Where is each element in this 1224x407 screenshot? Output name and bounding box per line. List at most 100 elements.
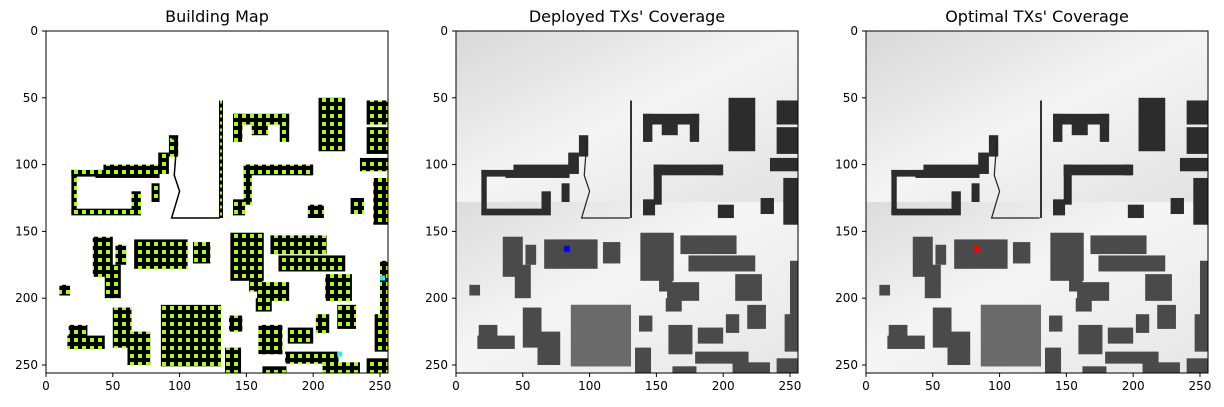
building [243, 164, 252, 205]
building [522, 307, 542, 348]
building [561, 183, 570, 202]
building [697, 327, 724, 344]
y-tick-label: 150 [15, 224, 38, 238]
building [784, 314, 798, 352]
building [279, 113, 290, 142]
building [541, 191, 551, 216]
building [653, 164, 662, 205]
building [243, 164, 314, 176]
building [318, 97, 346, 152]
building [71, 208, 132, 216]
building [653, 164, 724, 176]
building [760, 197, 774, 215]
building [915, 169, 924, 178]
building [270, 235, 327, 255]
building [127, 331, 151, 365]
building [160, 304, 222, 367]
building [891, 169, 897, 215]
building [359, 157, 388, 172]
x-tick-label: 50 [515, 379, 530, 393]
y-tick-label: 100 [15, 158, 38, 172]
building [112, 307, 132, 348]
building [262, 366, 287, 373]
building [643, 113, 700, 125]
building [278, 255, 346, 272]
building [307, 204, 324, 219]
x-tick-label: 100 [988, 379, 1011, 393]
building [568, 152, 579, 174]
building [104, 264, 121, 299]
building [366, 127, 388, 154]
building [643, 199, 656, 216]
building [350, 197, 364, 215]
building [947, 331, 971, 365]
building [932, 307, 952, 348]
building [769, 157, 798, 172]
building [131, 191, 141, 216]
building [251, 124, 268, 136]
x-tick-label: 100 [578, 379, 601, 393]
building [225, 347, 242, 373]
y-tick-label: 0 [440, 24, 448, 38]
building [667, 282, 700, 301]
x-tick-label: 0 [42, 379, 50, 393]
panel-1: 0 50 100 150 200 250 0 50 100 150 200 250 Building M… [15, 7, 391, 393]
building [570, 304, 632, 367]
building [1053, 199, 1066, 216]
building [158, 152, 169, 174]
building [1071, 124, 1088, 136]
building [717, 204, 734, 219]
building [602, 242, 621, 264]
building [337, 304, 356, 329]
building [1170, 197, 1184, 215]
marker-alt [337, 351, 343, 357]
building [1142, 362, 1180, 373]
building [481, 208, 542, 216]
tx-marker [973, 245, 980, 252]
building [783, 177, 798, 225]
y-tick-label: 150 [835, 224, 858, 238]
building [923, 164, 980, 178]
building [134, 239, 188, 269]
panel-image [46, 31, 388, 373]
building [639, 315, 653, 332]
x-tick-label: 250 [779, 379, 802, 393]
building [1098, 255, 1166, 272]
building [728, 97, 756, 152]
building [285, 351, 339, 364]
building [1049, 315, 1063, 332]
building [287, 327, 314, 344]
building [1138, 97, 1166, 152]
building [481, 169, 487, 215]
x-tick-label: 50 [105, 379, 120, 393]
x-tick-label: 200 [712, 379, 735, 393]
y-tick-label: 100 [835, 158, 858, 172]
building [1105, 351, 1159, 364]
building [229, 315, 243, 332]
building [233, 113, 243, 142]
x-tick-label: 200 [302, 379, 325, 393]
building [373, 177, 388, 225]
y-tick-label: 200 [15, 291, 38, 305]
panel-2: 0 50 100 150 200 250 0 50 100 150 200 250 Deployed T… [425, 7, 801, 393]
building [1135, 314, 1150, 333]
building [668, 324, 693, 355]
building [95, 169, 104, 178]
building [374, 314, 388, 352]
building [233, 113, 290, 125]
building [789, 260, 798, 328]
building [924, 264, 941, 299]
building [1078, 324, 1103, 355]
building-outline [580, 137, 630, 219]
building [481, 169, 526, 177]
building [67, 335, 105, 349]
building [366, 358, 388, 373]
building [689, 113, 700, 142]
building [514, 264, 531, 299]
building [1157, 304, 1176, 329]
x-tick-label: 150 [1055, 379, 1078, 393]
x-tick-label: 100 [168, 379, 191, 393]
building [735, 274, 762, 301]
building [366, 100, 388, 125]
building [776, 100, 798, 125]
